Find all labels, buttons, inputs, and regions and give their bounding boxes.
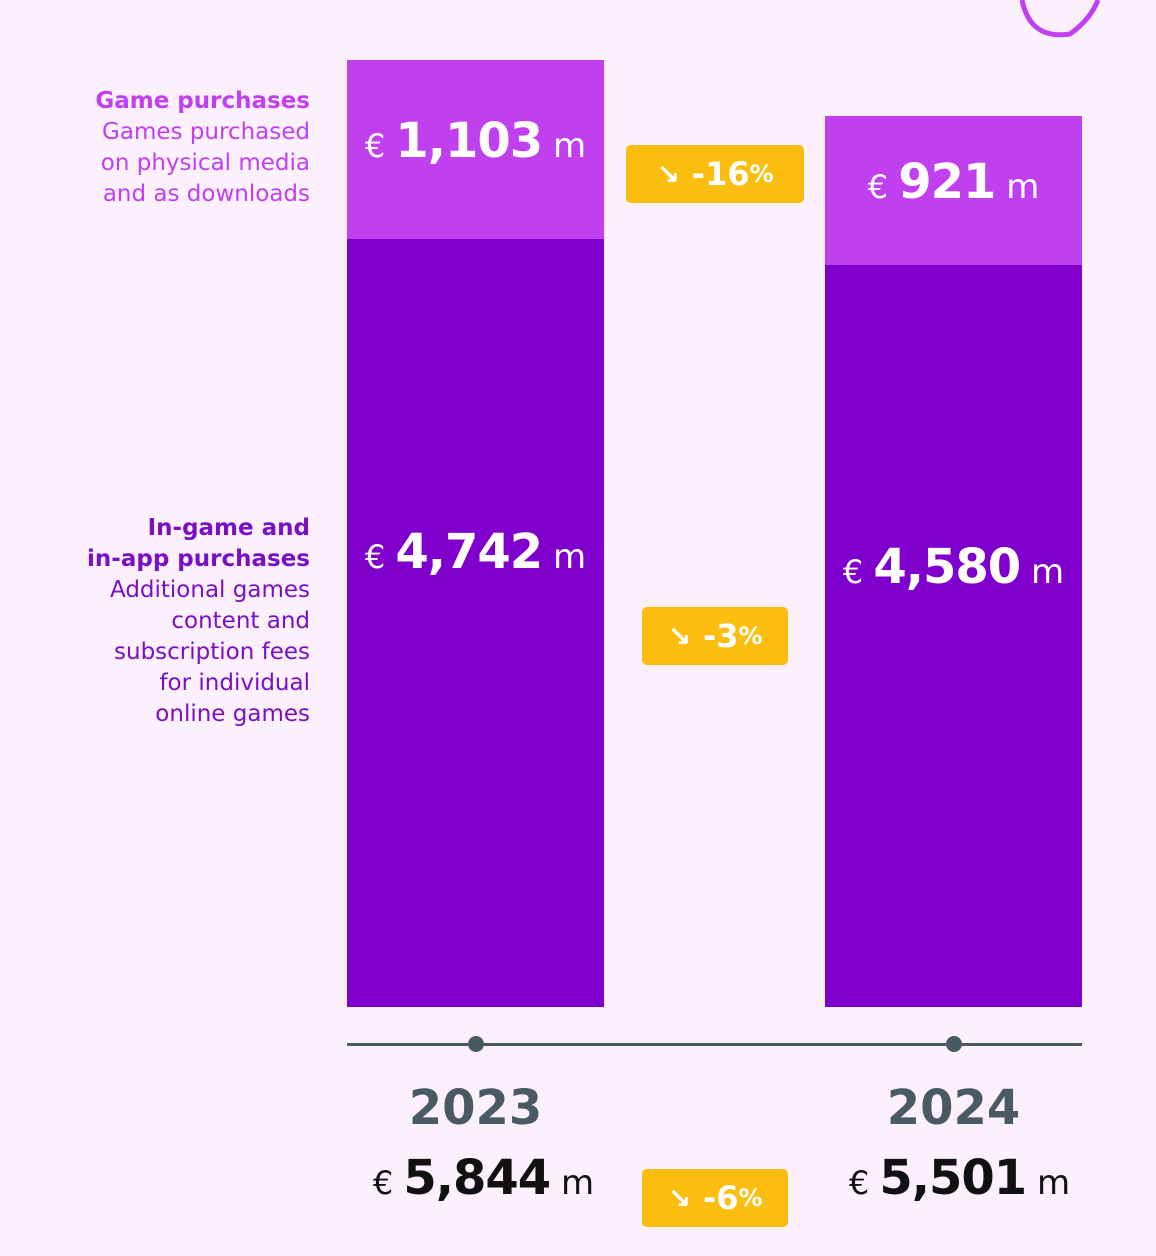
legend-inapp-title: in-app purchases	[87, 546, 310, 572]
unit-label: m	[542, 126, 587, 167]
currency-symbol: €	[842, 553, 874, 592]
percent-symbol: %	[738, 622, 763, 650]
unit-label: m	[1020, 552, 1065, 593]
data-label: € 4,742 m	[347, 524, 604, 580]
percent-symbol: %	[749, 160, 774, 188]
legend-inapp-line: subscription fees	[114, 639, 310, 665]
value-number: 1,103	[395, 113, 543, 170]
unit-label: m	[1026, 1163, 1071, 1203]
x-tick-label: 2023	[408, 1080, 543, 1136]
change-badge-game_purchases: ↘ -16%	[626, 145, 804, 203]
change-badge-in_game_purchases: ↘ -3%	[642, 607, 788, 665]
bar-game-2023: € 1,103 m	[347, 60, 604, 239]
value-number: 921	[898, 154, 996, 211]
axis-dot-2024	[945, 1036, 962, 1052]
currency-symbol: €	[867, 168, 899, 207]
value-number: 4,580	[873, 539, 1021, 596]
bar-in-game-2024: € 4,580 m	[825, 264, 1082, 1007]
legend-inapp-line: for individual	[159, 670, 310, 696]
change-value: -6	[702, 1179, 739, 1217]
value-number: 5,501	[879, 1150, 1027, 1206]
bar-in-game-2023: € 4,742 m	[347, 238, 604, 1007]
legend-in-game-purchases: In-game and in-app purchases Additional …	[87, 513, 310, 730]
legend-inapp-line: online games	[155, 701, 310, 727]
unit-label: m	[550, 1163, 595, 1203]
total-label: € 5,501 m	[800, 1150, 1120, 1206]
total-label: € 5,844 m	[324, 1150, 644, 1206]
currency-symbol: €	[848, 1164, 880, 1202]
bar-game-2024: € 921 m	[825, 115, 1082, 265]
data-label: € 1,103 m	[347, 113, 604, 169]
change-badge-total: ↘ -6%	[642, 1169, 788, 1227]
unit-label: m	[995, 167, 1040, 208]
data-label: € 921 m	[825, 154, 1082, 210]
legend-game-title: Game purchases	[95, 88, 310, 114]
axis-dot-2023	[467, 1036, 484, 1052]
data-label: € 4,580 m	[825, 539, 1082, 595]
value-number: 4,742	[395, 523, 543, 580]
arrow-down-right-icon: ↘	[667, 619, 691, 653]
legend-inapp-line: Additional games	[109, 577, 310, 603]
x-axis-line	[347, 1043, 1082, 1046]
legend-game-purchases: Game purchases Games purchased on physic…	[95, 86, 310, 210]
currency-symbol: €	[364, 127, 396, 166]
percent-symbol: %	[738, 1184, 763, 1212]
change-value: -16	[691, 155, 750, 193]
arrow-down-right-icon: ↘	[667, 1181, 691, 1215]
legend-game-line: on physical media	[100, 150, 310, 176]
currency-symbol: €	[364, 537, 396, 576]
value-number: 5,844	[403, 1150, 551, 1206]
x-tick-label: 2024	[886, 1080, 1021, 1136]
currency-symbol: €	[372, 1164, 404, 1202]
change-value: -3	[702, 617, 739, 655]
legend-inapp-line: content and	[171, 608, 310, 634]
arrow-down-right-icon: ↘	[656, 157, 680, 191]
corner-decoration	[1019, 0, 1101, 38]
legend-game-line: Games purchased	[102, 119, 310, 145]
legend-game-line: and as downloads	[102, 181, 310, 207]
legend-inapp-title: In-game and	[147, 515, 310, 541]
unit-label: m	[542, 536, 587, 577]
